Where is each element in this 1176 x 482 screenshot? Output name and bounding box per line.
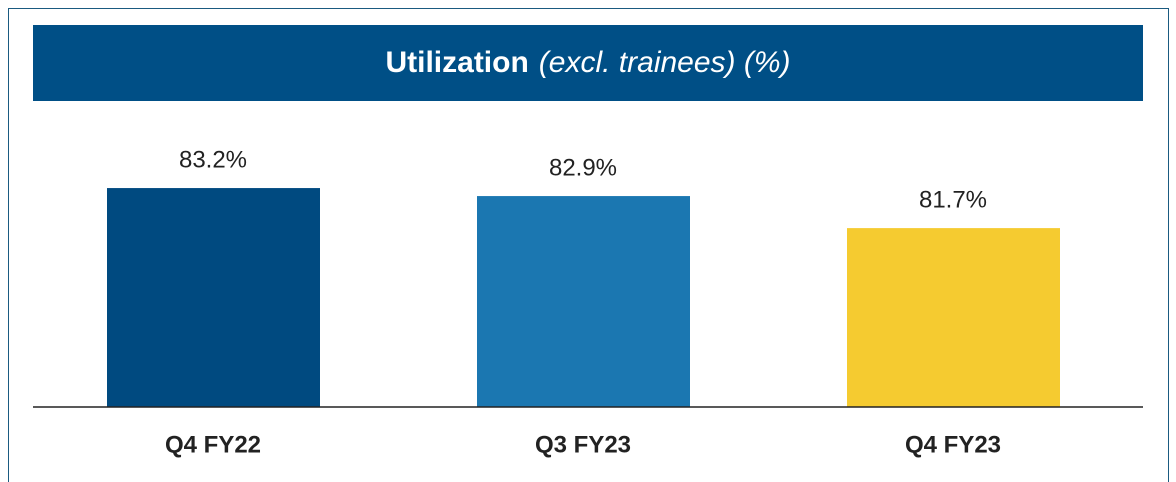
bar bbox=[107, 188, 320, 407]
chart-subtitle: (excl. trainees) (%) bbox=[539, 46, 791, 79]
data-label: 82.9% bbox=[549, 154, 617, 181]
x-tick-label: Q3 FY23 bbox=[535, 431, 631, 458]
x-tick-label: Q4 FY22 bbox=[165, 431, 261, 458]
chart-title-group: Utilization (excl. trainees) (%) bbox=[385, 46, 790, 79]
x-tick-label: Q4 FY23 bbox=[905, 431, 1001, 458]
data-label: 81.7% bbox=[919, 186, 987, 213]
chart-title: Utilization bbox=[385, 46, 528, 79]
bar bbox=[847, 228, 1060, 407]
title-bar bbox=[33, 25, 1143, 101]
data-label: 83.2% bbox=[179, 146, 247, 173]
bar bbox=[477, 196, 690, 407]
